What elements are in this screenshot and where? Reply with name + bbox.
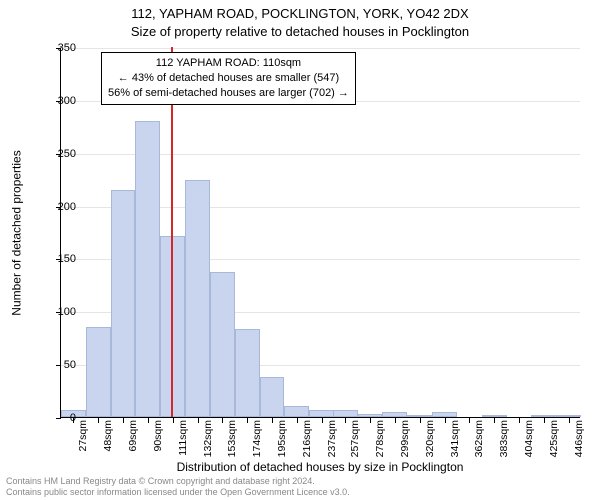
y-tick-label: 100 xyxy=(46,306,76,318)
attribution-text: Contains HM Land Registry data © Crown c… xyxy=(6,476,350,498)
x-tick-mark xyxy=(445,418,446,423)
y-axis-label-text: Number of detached properties xyxy=(10,150,24,315)
y-tick-label: 350 xyxy=(46,42,76,54)
x-tick-label: 299sqm xyxy=(399,420,411,457)
histogram-bar xyxy=(284,406,309,417)
chart-subtitle: Size of property relative to detached ho… xyxy=(0,24,600,39)
histogram-bar xyxy=(358,414,383,417)
histogram-bar xyxy=(260,377,285,417)
x-tick-mark xyxy=(173,418,174,423)
x-tick-mark xyxy=(148,418,149,423)
y-tick-label: 150 xyxy=(46,253,76,265)
histogram-bar xyxy=(482,415,507,417)
x-tick-mark xyxy=(198,418,199,423)
histogram-bar xyxy=(432,412,457,417)
x-tick-label: 446sqm xyxy=(573,420,585,457)
histogram-bar xyxy=(407,415,432,417)
x-tick-label: 425sqm xyxy=(548,420,560,457)
histogram-bar xyxy=(333,410,358,417)
x-tick-label: 111sqm xyxy=(177,420,189,456)
histogram-bar xyxy=(531,415,556,417)
y-tick-label: 200 xyxy=(46,201,76,213)
annotation-line: ← 43% of detached houses are smaller (54… xyxy=(108,71,349,86)
histogram-bar xyxy=(309,410,334,417)
chart-title-address: 112, YAPHAM ROAD, POCKLINGTON, YORK, YO4… xyxy=(0,6,600,21)
x-axis-label: Distribution of detached houses by size … xyxy=(60,460,580,474)
histogram-bar xyxy=(111,190,136,417)
annotation-line: 112 YAPHAM ROAD: 110sqm xyxy=(108,56,349,71)
x-tick-mark xyxy=(98,418,99,423)
x-tick-label: 132sqm xyxy=(202,420,214,457)
x-tick-mark xyxy=(222,418,223,423)
x-tick-mark xyxy=(494,418,495,423)
x-tick-label: 69sqm xyxy=(127,420,139,452)
x-tick-mark xyxy=(123,418,124,423)
x-tick-label: 90sqm xyxy=(152,420,164,452)
annotation-box: 112 YAPHAM ROAD: 110sqm← 43% of detached… xyxy=(101,52,356,105)
x-tick-label: 278sqm xyxy=(374,420,386,457)
x-tick-mark xyxy=(272,418,273,423)
x-tick-mark xyxy=(345,418,346,423)
histogram-bar xyxy=(210,272,235,417)
y-tick-label: 50 xyxy=(46,359,76,371)
x-tick-label: 362sqm xyxy=(473,420,485,457)
x-tick-label: 216sqm xyxy=(301,420,313,457)
x-tick-mark xyxy=(544,418,545,423)
x-tick-mark xyxy=(469,418,470,423)
x-tick-mark xyxy=(322,418,323,423)
x-tick-label: 257sqm xyxy=(349,420,361,457)
x-tick-label: 174sqm xyxy=(251,420,263,457)
x-tick-mark xyxy=(420,418,421,423)
histogram-bar xyxy=(185,180,210,417)
x-tick-mark xyxy=(370,418,371,423)
x-tick-label: 195sqm xyxy=(276,420,288,457)
x-tick-label: 27sqm xyxy=(77,420,89,452)
x-tick-mark xyxy=(297,418,298,423)
x-tick-mark xyxy=(569,418,570,423)
gridline xyxy=(61,48,580,49)
histogram-bar xyxy=(135,121,160,417)
x-tick-label: 48sqm xyxy=(102,420,114,452)
histogram-bar xyxy=(556,415,581,417)
x-tick-label: 383sqm xyxy=(498,420,510,457)
x-tick-mark xyxy=(395,418,396,423)
y-tick-label: 0 xyxy=(46,412,76,424)
attribution-line1: Contains HM Land Registry data © Crown c… xyxy=(6,476,350,487)
y-tick-label: 300 xyxy=(46,95,76,107)
histogram-bar xyxy=(160,236,185,417)
x-tick-label: 237sqm xyxy=(326,420,338,457)
x-tick-label: 320sqm xyxy=(424,420,436,457)
x-tick-mark xyxy=(519,418,520,423)
histogram-bar xyxy=(235,329,260,417)
histogram-bar xyxy=(382,412,407,417)
annotation-line: 56% of semi-detached houses are larger (… xyxy=(108,86,349,101)
chart-container: 112, YAPHAM ROAD, POCKLINGTON, YORK, YO4… xyxy=(0,0,600,500)
x-tick-label: 153sqm xyxy=(226,420,238,457)
plot-area: 27sqm48sqm69sqm90sqm111sqm132sqm153sqm17… xyxy=(60,48,580,418)
y-tick-label: 250 xyxy=(46,148,76,160)
histogram-bar xyxy=(86,327,111,417)
attribution-line2: Contains public sector information licen… xyxy=(6,487,350,498)
y-axis-label: Number of detached properties xyxy=(8,48,26,418)
x-tick-mark xyxy=(247,418,248,423)
x-tick-label: 341sqm xyxy=(449,420,461,457)
x-tick-label: 404sqm xyxy=(523,420,535,457)
